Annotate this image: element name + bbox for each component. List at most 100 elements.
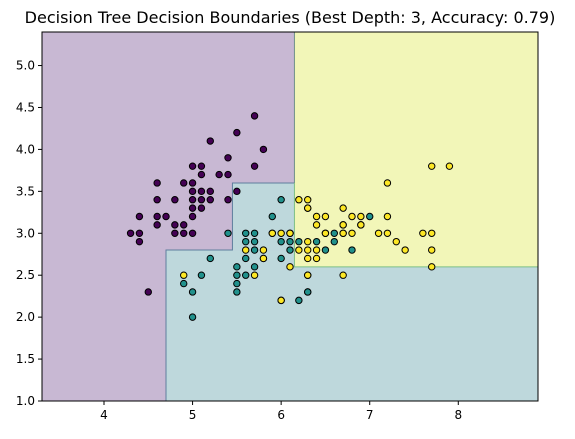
x-tick-label-0: 4	[100, 408, 108, 422]
data-point-class-2-24	[339, 229, 347, 237]
data-point-class-0-0	[126, 229, 135, 237]
data-point-class-2-36	[401, 246, 409, 254]
data-point-class-0-9	[162, 212, 170, 221]
data-point-class-1-4	[206, 254, 214, 263]
data-point-class-1-22	[277, 237, 285, 246]
data-point-class-0-26	[197, 162, 206, 170]
data-point-class-0-34	[233, 187, 241, 196]
x-tick-label-1: 5	[189, 408, 197, 422]
data-point-class-0-35	[233, 128, 241, 137]
data-point-class-0-29	[206, 137, 214, 145]
data-point-class-1-25	[286, 237, 294, 246]
data-point-class-2-26	[339, 204, 347, 212]
data-point-class-2-16	[304, 196, 312, 204]
data-point-class-1-32	[312, 237, 321, 246]
data-point-class-0-22	[197, 204, 206, 212]
data-point-class-2-17	[312, 254, 321, 263]
data-point-class-0-31	[224, 196, 232, 204]
y-tick-label-8: 5.0	[16, 59, 35, 73]
data-point-class-1-21	[277, 254, 285, 263]
data-point-class-2-13	[304, 246, 312, 254]
data-point-class-0-13	[180, 229, 188, 237]
data-point-class-2-27	[348, 229, 356, 237]
data-point-class-0-32	[224, 170, 232, 179]
decision-region-class-1-1	[166, 250, 538, 401]
data-point-class-1-14	[250, 246, 259, 254]
data-point-class-2-29	[357, 221, 365, 229]
data-point-class-0-30	[215, 170, 223, 179]
data-point-class-2-43	[268, 229, 276, 237]
data-point-class-0-19	[188, 196, 197, 204]
decision-boundary-1-2-1	[293, 182, 538, 268]
data-point-class-1-41	[224, 229, 232, 237]
chart-title: Decision Tree Decision Boundaries (Best …	[25, 8, 556, 27]
data-point-class-0-10	[171, 229, 179, 237]
data-point-class-1-34	[330, 237, 338, 246]
data-point-class-2-28	[348, 212, 356, 221]
data-point-class-1-24	[286, 246, 294, 254]
data-point-class-2-33	[383, 212, 392, 221]
data-point-class-2-37	[419, 229, 427, 237]
data-point-class-1-7	[233, 271, 241, 279]
data-point-class-1-3	[197, 271, 206, 279]
data-point-class-0-37	[250, 112, 259, 120]
data-point-class-0-12	[171, 196, 179, 204]
data-point-class-2-42	[445, 162, 454, 170]
data-point-class-2-35	[392, 237, 400, 246]
data-point-class-1-27	[295, 296, 303, 305]
data-point-class-1-12	[242, 229, 250, 237]
y-tick-label-5: 3.5	[16, 184, 35, 198]
data-point-class-2-38	[428, 263, 436, 271]
y-tick-label-4: 3.0	[16, 226, 35, 240]
data-point-class-0-1	[135, 237, 144, 246]
data-point-class-1-19	[268, 212, 276, 221]
data-point-class-2-39	[428, 246, 436, 254]
data-point-class-2-32	[383, 229, 392, 237]
x-tick-label-3: 7	[366, 408, 374, 422]
data-point-class-0-2	[135, 229, 144, 237]
data-point-class-0-15	[180, 179, 188, 187]
data-point-class-0-7	[153, 196, 161, 204]
data-point-class-1-0	[180, 279, 188, 288]
data-point-class-0-18	[188, 204, 197, 212]
data-point-class-0-3	[135, 212, 144, 221]
data-point-class-0-5	[153, 221, 161, 229]
data-point-class-2-44	[321, 229, 330, 237]
decision-region-class-2-3	[294, 32, 538, 267]
data-point-class-1-10	[242, 254, 250, 263]
data-point-class-2-3	[259, 254, 268, 263]
data-point-class-0-8	[153, 179, 161, 187]
data-point-class-0-6	[153, 212, 161, 221]
data-point-class-1-9	[242, 271, 250, 279]
data-point-class-2-30	[357, 212, 365, 221]
data-point-class-0-23	[197, 196, 206, 204]
data-point-class-2-8	[286, 229, 294, 237]
data-point-class-1-1	[188, 313, 197, 321]
data-point-class-1-13	[250, 263, 259, 271]
data-point-class-2-0	[180, 271, 188, 279]
data-point-class-2-40	[428, 229, 436, 237]
data-point-class-1-16	[250, 229, 259, 237]
data-point-class-2-6	[277, 229, 285, 237]
data-point-class-2-14	[304, 237, 312, 246]
data-point-class-2-4	[259, 246, 268, 254]
data-point-class-2-22	[321, 212, 330, 221]
data-point-class-2-11	[304, 271, 312, 279]
y-tick-label-7: 4.5	[16, 100, 35, 114]
data-point-class-1-2	[188, 288, 197, 296]
data-point-class-0-17	[188, 212, 197, 221]
decision-boundary-0-1-0	[165, 182, 295, 401]
data-point-class-2-31	[374, 229, 383, 237]
data-point-class-0-28	[206, 187, 214, 196]
data-point-class-0-21	[188, 179, 197, 187]
data-point-class-2-25	[339, 221, 347, 229]
data-point-class-0-16	[188, 229, 197, 237]
plot-area: 4 5 6 7 8 1.0 1.5 2.0 2.5 3.0 3.5 4.0 4.5 5.0	[16, 31, 539, 422]
data-point-class-0-36	[250, 162, 259, 170]
data-point-class-2-18	[312, 246, 321, 254]
y-tick-label-0: 1.0	[16, 394, 35, 408]
data-point-class-2-15	[304, 204, 312, 212]
axes-frame	[41, 31, 539, 402]
data-point-class-0-39	[188, 162, 197, 170]
data-point-class-2-7	[286, 263, 294, 271]
